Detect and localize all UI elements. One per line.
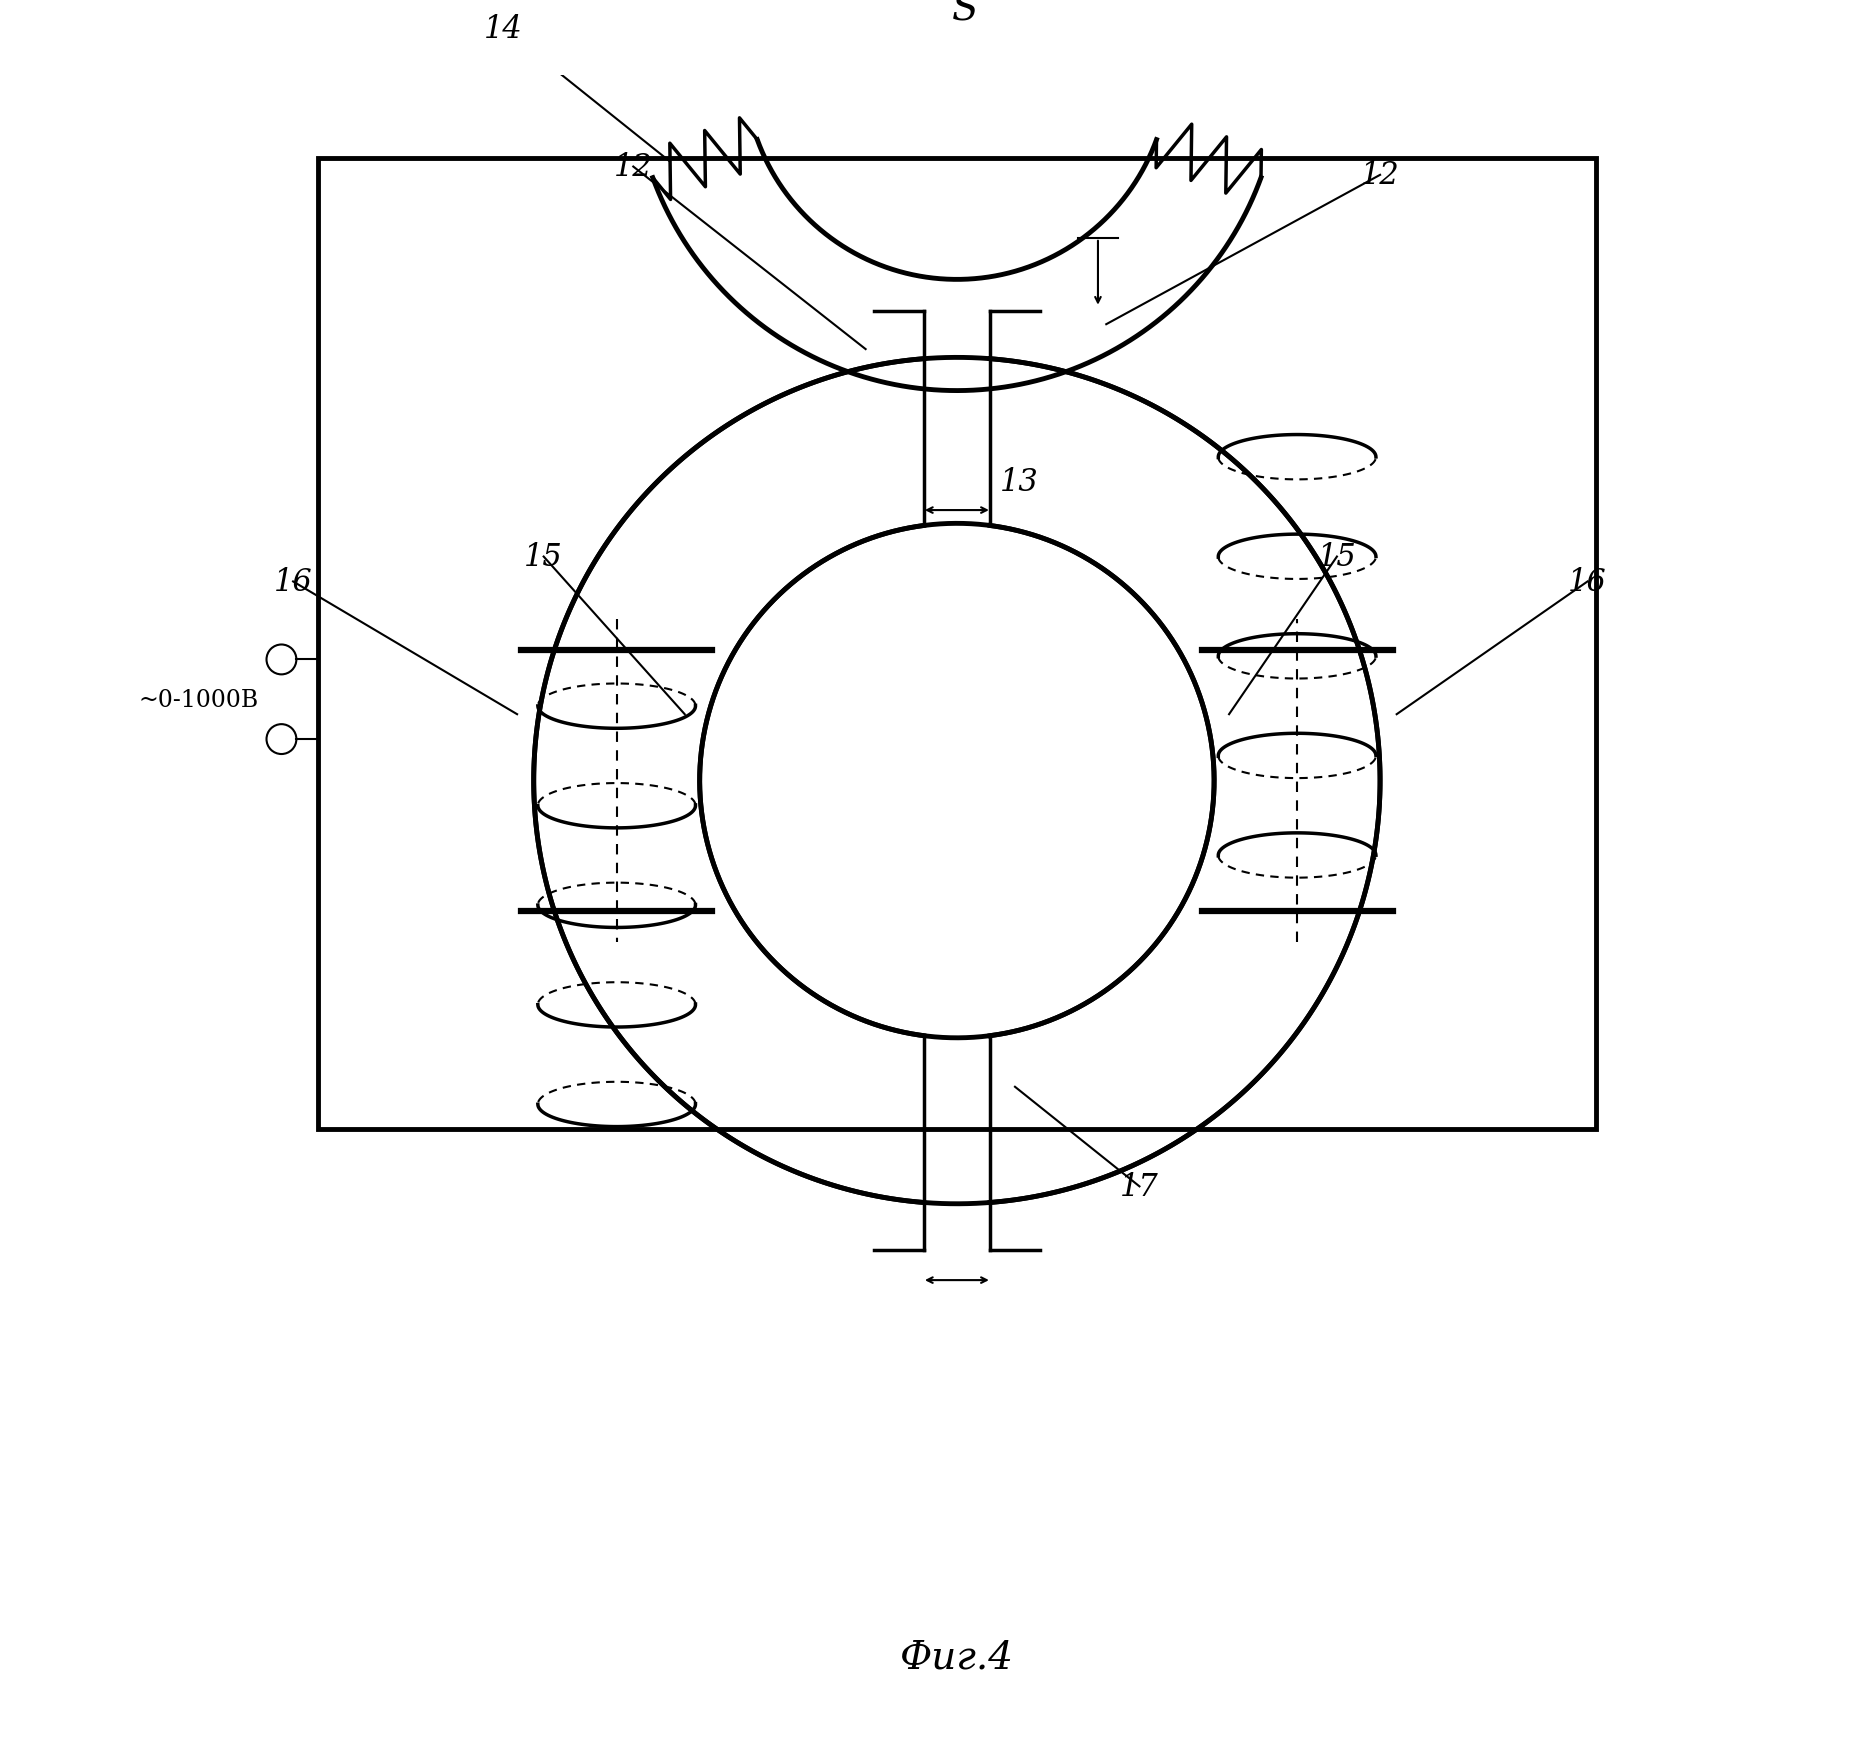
Text: 14: 14	[485, 14, 522, 45]
Text: 12: 12	[613, 151, 652, 183]
Text: 16: 16	[274, 567, 313, 598]
Text: 16: 16	[1568, 567, 1607, 598]
Text: 13: 13	[1001, 466, 1038, 497]
Text: S: S	[953, 0, 979, 28]
Text: 17: 17	[1120, 1170, 1159, 1202]
Text: Фиг.4: Фиг.4	[900, 1638, 1014, 1675]
Text: 15: 15	[1318, 543, 1357, 572]
Text: 15: 15	[524, 543, 563, 572]
Text: ~0-1000В: ~0-1000В	[138, 689, 259, 711]
Text: 12: 12	[1361, 160, 1400, 191]
